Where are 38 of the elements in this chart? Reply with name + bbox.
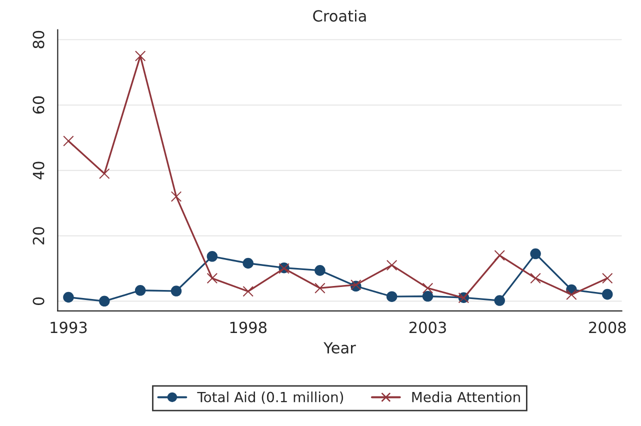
- point: [99, 168, 110, 180]
- point: [386, 260, 398, 271]
- x-tick-label: 1998: [230, 322, 267, 334]
- point: [530, 248, 541, 260]
- x-tick-label: 2008: [589, 322, 626, 334]
- x-tick-label: 1993: [50, 322, 87, 334]
- point: [170, 286, 182, 296]
- point: [494, 250, 505, 261]
- point: [422, 282, 434, 294]
- y-tick-label: 0: [32, 297, 44, 306]
- legend-label: Total Aid (0.1 million): [197, 392, 344, 404]
- point: [386, 291, 398, 302]
- point: [134, 285, 146, 296]
- point: [602, 288, 613, 300]
- x-tick-label: 2003: [409, 322, 446, 334]
- point: [206, 272, 218, 284]
- legend-label: Media Attention: [412, 392, 520, 402]
- point: [63, 136, 74, 146]
- point: [63, 292, 74, 303]
- point: [99, 296, 110, 307]
- point: [242, 286, 254, 297]
- y-tick-label: 80: [32, 30, 44, 48]
- point: [566, 289, 577, 300]
- y-tick-label: 40: [32, 162, 44, 180]
- point: [170, 191, 182, 202]
- y-tick-label: 60: [32, 96, 44, 114]
- point: [494, 295, 505, 306]
- point: [134, 50, 146, 62]
- point: [314, 265, 326, 276]
- x-axis-title: Year: [324, 342, 356, 354]
- point: [602, 272, 613, 284]
- point: [422, 290, 434, 302]
- point: [314, 282, 326, 294]
- chart-title: Croatia: [313, 10, 366, 22]
- y-tick-label: 20: [32, 227, 44, 244]
- point: [530, 272, 541, 284]
- point: [242, 258, 254, 269]
- point: [206, 251, 218, 262]
